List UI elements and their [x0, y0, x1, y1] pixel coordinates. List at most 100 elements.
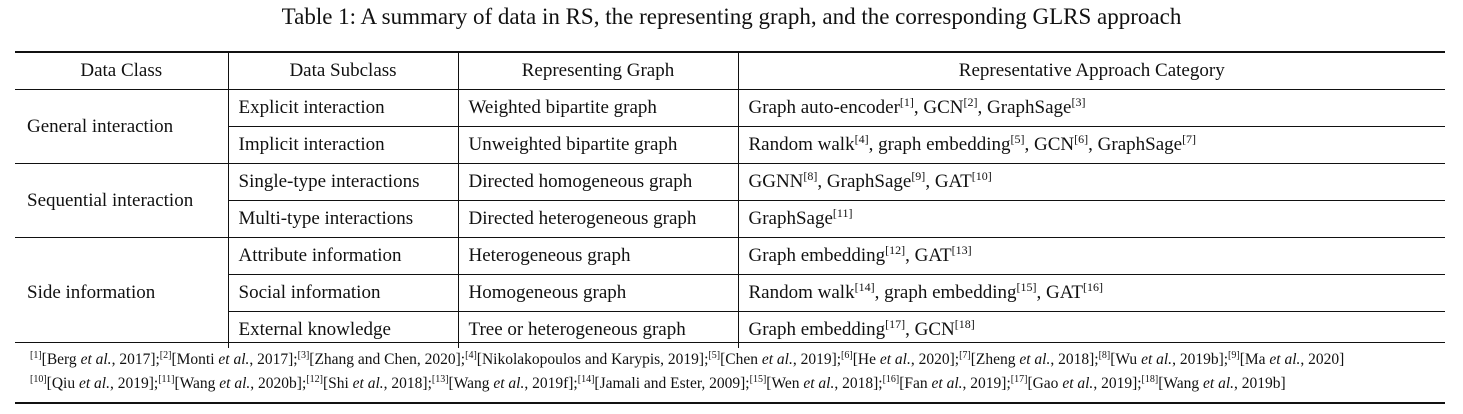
graph-cell: Directed homogeneous graph: [457, 163, 738, 201]
citation-ref: [1]: [899, 95, 914, 109]
citation-ref: [15]: [1016, 280, 1037, 294]
table-row: Implicit interaction Unweighted bipartite…: [15, 126, 1445, 164]
summary-table: Data Class Data Subclass Representing Grap…: [15, 51, 1445, 348]
approach-name: , GraphSage: [1088, 134, 1183, 155]
subclass-cell: Implicit interaction: [227, 126, 458, 164]
header-cell: Data Subclass: [227, 52, 458, 90]
citation-ref: [7]: [1182, 132, 1197, 146]
footnote-line: [10][Qiu et al., 2019];[11][Wang et al.,…: [30, 372, 1445, 396]
footnote-text: , 2020b];: [250, 375, 307, 392]
approach-name: , graph embedding: [874, 282, 1017, 303]
data-class-cell: Sequential interaction: [15, 163, 228, 238]
footnote-text: , 2018];: [383, 375, 432, 392]
graph-cell: Tree or heterogeneous graph: [457, 311, 738, 348]
footnote-number: [4]: [465, 350, 477, 361]
footnote-number: [10]: [30, 374, 47, 385]
footnote-text: [Ma: [1239, 351, 1270, 368]
citation-ref: [4]: [854, 132, 869, 146]
footnote-italic: et al.: [1203, 375, 1235, 392]
approach-name: , GAT: [1036, 282, 1083, 303]
approach-name: , GCN: [905, 319, 955, 340]
footnote-text: , 2017];: [111, 351, 160, 368]
footnote-number: [5]: [708, 350, 721, 361]
approach-cell: Random walk[14], graph embedding[15], GA…: [737, 274, 1445, 312]
footnote-italic: et al.: [1062, 375, 1094, 392]
footnote-text: [Qiu: [46, 375, 79, 392]
approach-name: Graph auto-encoder: [748, 97, 900, 118]
citation-ref: [13]: [951, 243, 972, 257]
footnote-number: [9]: [1228, 350, 1240, 361]
footnote-italic: et al.: [761, 351, 793, 368]
footnote-text: [Fan: [899, 375, 932, 392]
citation-ref: [11]: [832, 206, 853, 220]
footnote-text: [Shi: [322, 375, 353, 392]
footnote-text: [Wen: [766, 375, 804, 392]
footnote-italic: et al.: [78, 375, 110, 392]
footnote-line: [1][Berg et al., 2017];[2][Monti et al.,…: [30, 348, 1445, 372]
footnote-text: [Wang: [1158, 375, 1204, 392]
footnote-italic: et al.: [1141, 351, 1173, 368]
data-class-cell: Side information: [15, 237, 228, 348]
footnote-number: [14]: [577, 374, 595, 385]
footnote-number: [2]: [159, 350, 172, 361]
footnote-text: , 2020]: [1300, 351, 1345, 368]
footnote-text: [Jamali and Ester, 2009];: [594, 375, 750, 392]
approach-name: , GAT: [905, 245, 952, 266]
footnote-number: [18]: [1141, 374, 1159, 385]
table-title: Table 1: A summary of data in RS, the re…: [281, 4, 1182, 29]
approach-name: , GraphSage: [817, 171, 912, 192]
footnote-number: [6]: [841, 350, 853, 361]
footnote-text: [Zheng: [970, 351, 1020, 368]
footnote-number: [8]: [1098, 350, 1111, 361]
citation-ref: [16]: [1082, 280, 1103, 294]
approach-name: Random walk: [748, 282, 855, 303]
footnote-number: [11]: [158, 374, 175, 385]
table-row: Social information Homogeneous graph Rando…: [15, 274, 1445, 312]
table-row: Sequential interaction Single-type intera…: [15, 163, 1445, 238]
graph-cell: Heterogeneous graph: [457, 237, 738, 275]
table-row: Multi-type interactions Directed heteroge…: [15, 200, 1445, 238]
approach-cell: GGNN[8], GraphSage[9], GAT[10]: [737, 163, 1445, 201]
footnote-italic: et al.: [219, 375, 251, 392]
footnote-italic: et al.: [879, 351, 911, 368]
subclass-cell: Multi-type interactions: [227, 200, 458, 238]
data-class-cell: General interaction: [27, 115, 174, 137]
citation-ref: [5]: [1010, 132, 1025, 146]
subclass-cell: External knowledge: [227, 311, 458, 348]
footnote-text: , 2018];: [834, 375, 883, 392]
header-row: Data Class Data Subclass Representing Grap…: [15, 52, 1445, 90]
footnote-text: , 2019];: [1093, 375, 1142, 392]
citation-ref: [10]: [971, 169, 992, 183]
citation-ref: [6]: [1074, 132, 1089, 146]
citation-ref: [3]: [1071, 95, 1086, 109]
citation-ref: [18]: [954, 317, 975, 331]
table-row: General interaction Explicit interaction W…: [15, 89, 1445, 137]
footnote-text: , 2019];: [109, 375, 159, 392]
footnote-text: [Berg: [41, 351, 81, 368]
footnote-text: [Wu: [1110, 351, 1142, 368]
footnote-italic: et al.: [1019, 351, 1051, 368]
footnote-text: , 2019b]: [1234, 375, 1286, 392]
footnote-text: , 2019];: [792, 351, 842, 368]
graph-cell: Directed heterogeneous graph: [457, 200, 738, 238]
graph-cell: Weighted bipartite graph: [457, 89, 738, 127]
footnote-italic: et al.: [352, 375, 384, 392]
approach-name: , GCN: [913, 97, 964, 118]
footnote-number: [12]: [306, 374, 323, 385]
approach-name: Random walk: [748, 134, 855, 155]
footnote-italic: et al.: [80, 351, 112, 368]
header-cell: Representing Graph: [457, 52, 738, 90]
footnote-text: [Wang: [174, 375, 220, 392]
footnote-italic: et al.: [218, 351, 250, 368]
footnote-italic: et al.: [931, 375, 963, 392]
approach-cell: GraphSage[11]: [737, 200, 1445, 238]
subclass-cell: Explicit interaction: [227, 89, 458, 127]
approach-cell: Random walk[4], graph embedding[5], GCN[…: [737, 126, 1445, 164]
footnote-number: [13]: [431, 374, 449, 385]
footnote-text: , 2019b];: [1172, 351, 1229, 368]
footnote-number: [3]: [297, 350, 310, 361]
table-row: External knowledge Tree or heterogeneous …: [15, 311, 1445, 348]
footnote-text: , 2020];: [910, 351, 960, 368]
approach-cell: Graph auto-encoder[1], GCN[2], GraphSage…: [737, 89, 1445, 127]
